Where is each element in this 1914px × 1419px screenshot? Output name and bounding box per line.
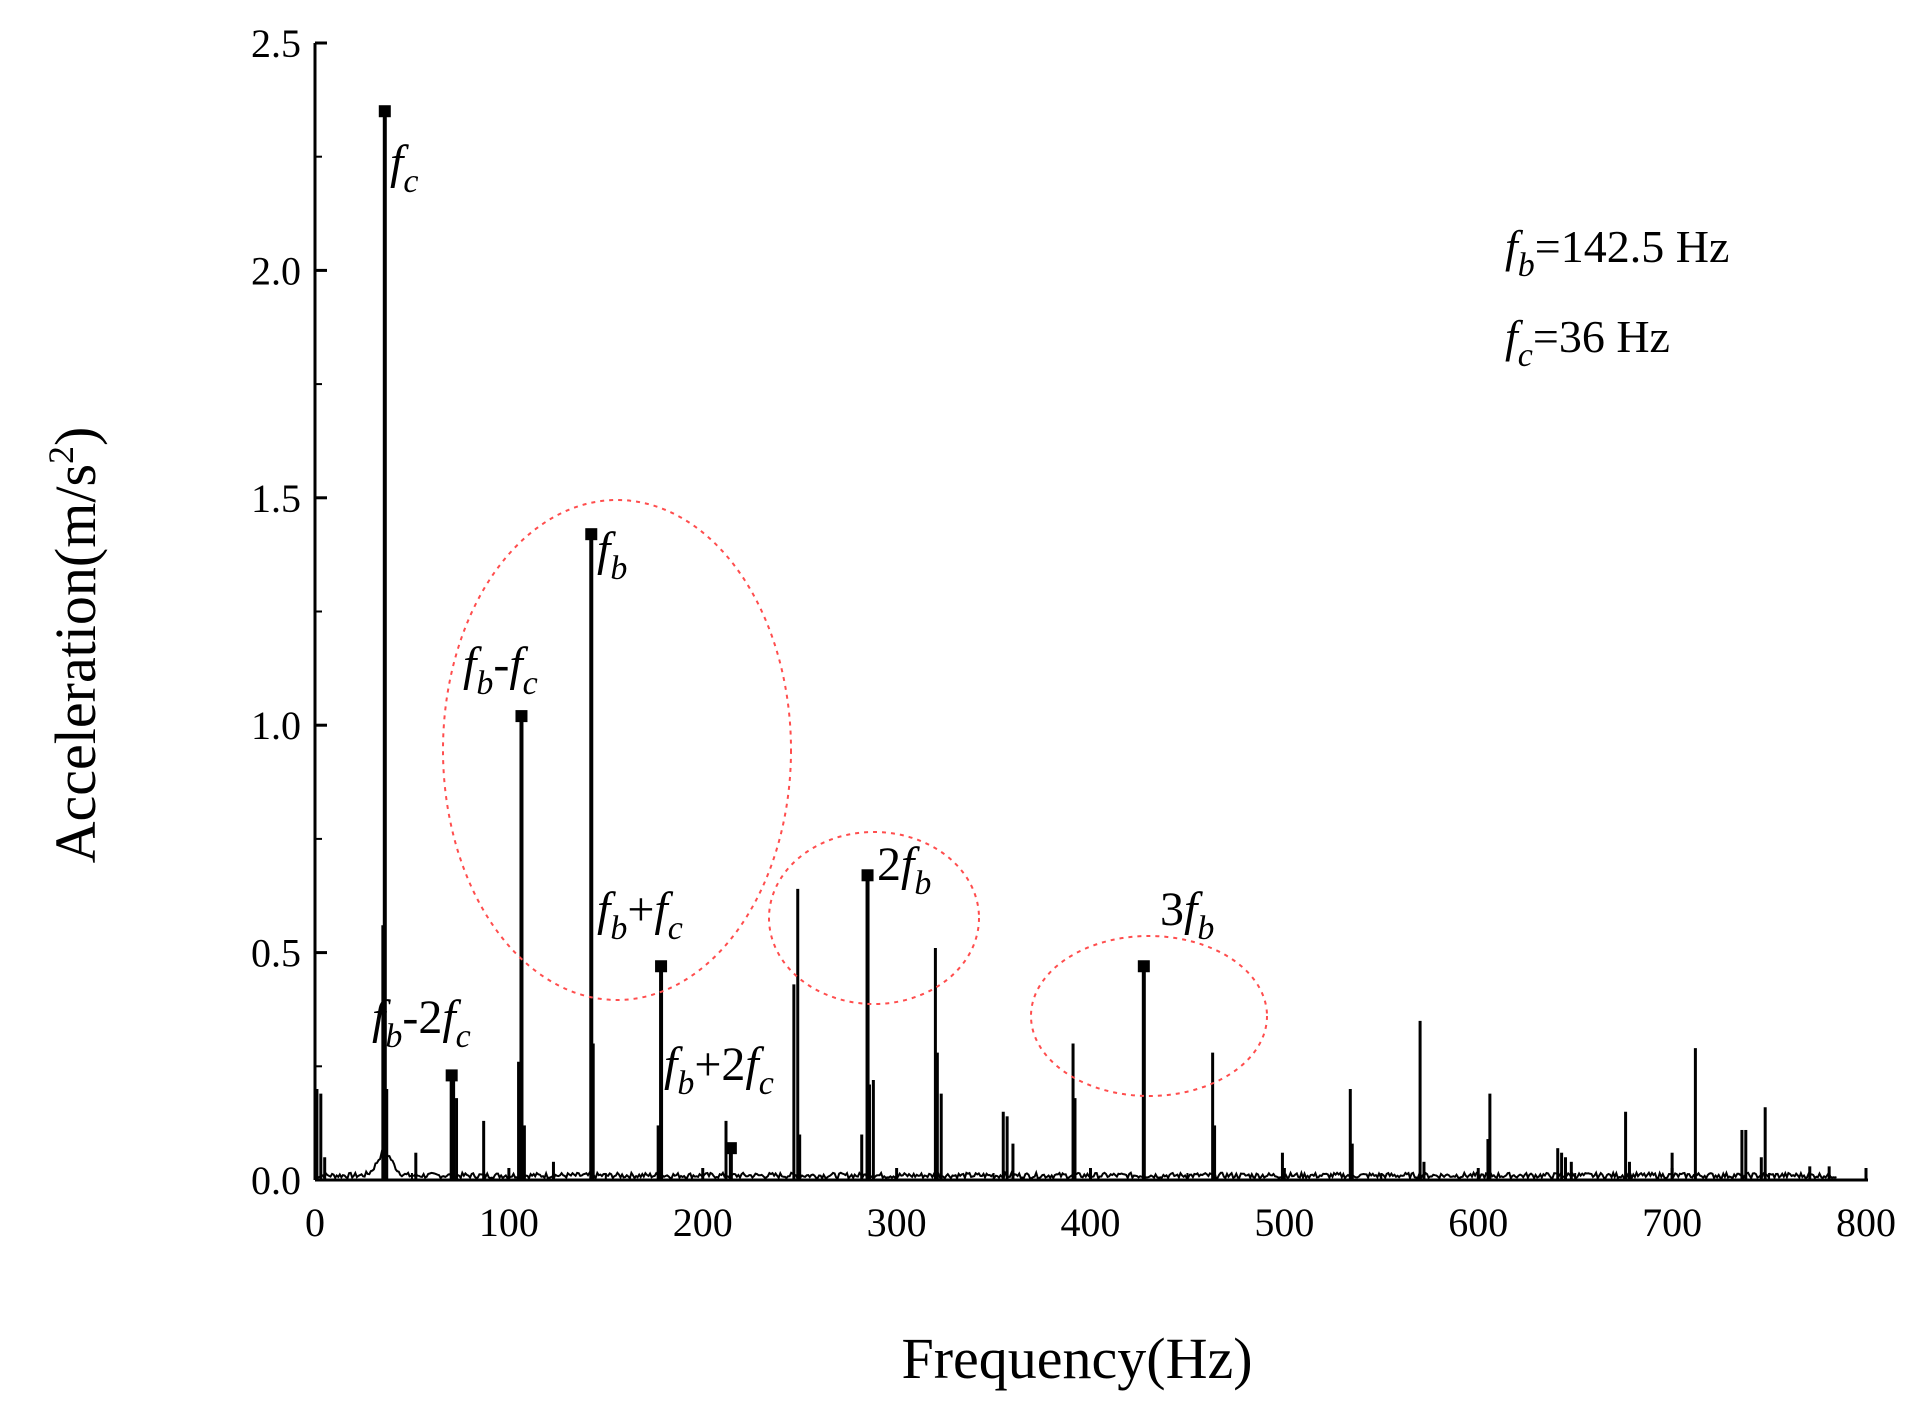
x-ticks: 0 100 200 300 400 500 600 700 800	[305, 1168, 1896, 1245]
annotation-fb-plus-fc: fb+fc	[597, 883, 683, 947]
x-tick-label: 500	[1254, 1200, 1314, 1245]
axes	[313, 43, 1868, 1182]
highlight-ellipses	[442, 499, 1268, 1097]
peak-markers	[378, 105, 1150, 1180]
x-tick-label: 800	[1836, 1200, 1896, 1245]
y-tick-label: 0.5	[251, 931, 301, 976]
annotation-fb-plus-2fc: fb+2fc	[664, 1038, 774, 1102]
peak-marker	[724, 1142, 737, 1155]
x-axis-title: Frequency(Hz)	[901, 1326, 1252, 1391]
peak-marker	[585, 528, 598, 541]
peak-marker	[655, 960, 668, 973]
frequency-info: fb=142.5 Hz fc=36 Hz	[1505, 221, 1729, 374]
annotation-fb: fb	[597, 523, 627, 587]
x-tick-label: 400	[1061, 1200, 1121, 1245]
info-fc: fc=36 Hz	[1505, 311, 1670, 374]
peak-marker	[1137, 960, 1150, 973]
x-tick-label: 200	[673, 1200, 733, 1245]
peak-marker	[378, 105, 391, 118]
y-axis-title-close: )	[43, 427, 108, 446]
y-tick-label: 2.0	[251, 248, 301, 293]
y-tick-label: 2.5	[251, 21, 301, 66]
y-axis-title-sup: 2	[41, 446, 81, 464]
peak-marker	[445, 1069, 458, 1082]
info-fb: fb=142.5 Hz	[1505, 221, 1729, 284]
peak-annotations: fc fb fb-fc 2fb fb+fc 3fb fb-2fc fb+2fc	[372, 136, 1214, 1102]
peak-marker	[861, 869, 874, 882]
peak-marker	[515, 710, 528, 723]
y-tick-label: 1.5	[251, 476, 301, 521]
x-tick-label: 100	[479, 1200, 539, 1245]
x-tick-label: 600	[1448, 1200, 1508, 1245]
second-harmonic-ellipse	[768, 831, 980, 1005]
annotation-fc: fc	[390, 136, 418, 200]
annotation-fb-minus-fc: fb-fc	[463, 638, 538, 702]
annotation-2fb: 2fb	[877, 838, 931, 902]
y-axis-title: Acceleration(m/s2)	[41, 427, 108, 864]
third-harmonic-ellipse	[1030, 935, 1268, 1097]
y-tick-label: 0.0	[251, 1158, 301, 1203]
sideband-ellipse	[442, 499, 792, 1001]
y-tick-label: 1.0	[251, 703, 301, 748]
annotation-fb-minus-2fc: fb-2fc	[372, 991, 471, 1055]
x-tick-label: 700	[1642, 1200, 1702, 1245]
x-tick-label: 0	[305, 1200, 325, 1245]
y-ticks: 0.0 0.5 1.0 1.5 2.0 2.5	[251, 21, 327, 1203]
y-axis-title-main: Acceleration(m/s	[43, 464, 108, 863]
x-tick-label: 300	[867, 1200, 927, 1245]
